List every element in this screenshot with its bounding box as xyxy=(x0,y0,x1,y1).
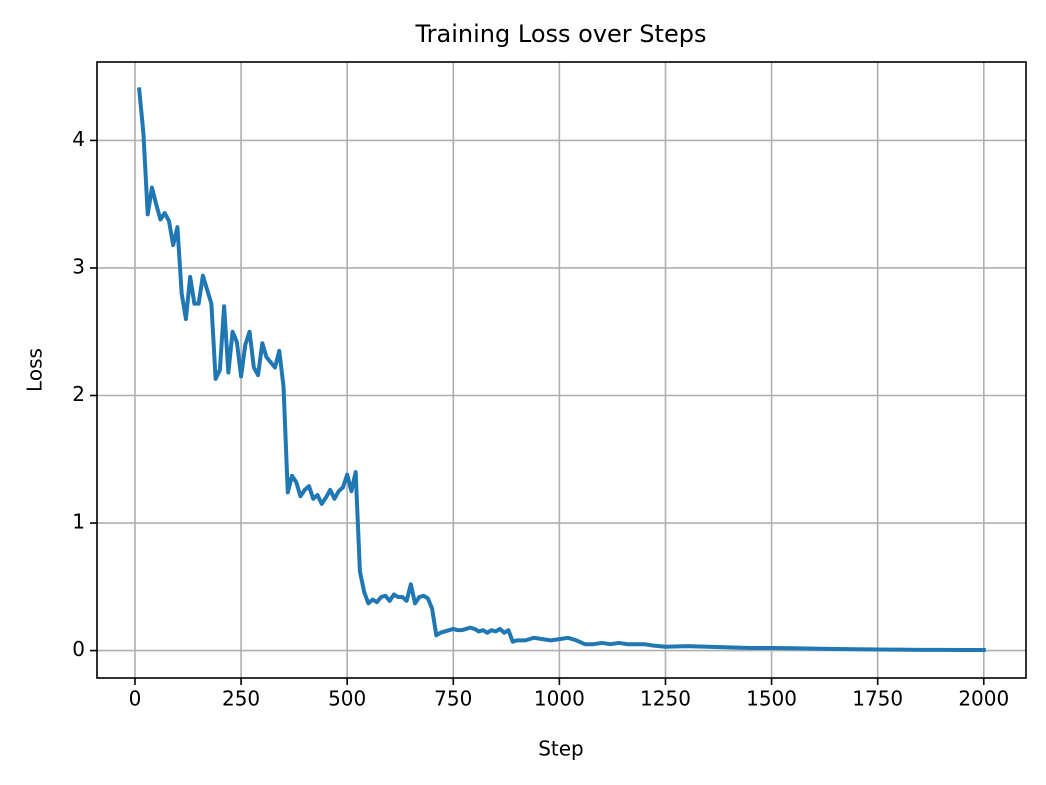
y-tick-label: 1 xyxy=(72,510,85,534)
plot-frame xyxy=(96,61,1027,679)
x-tick-label: 1750 xyxy=(852,687,903,711)
x-axis-label: Step xyxy=(538,737,584,761)
x-tick-label: 1250 xyxy=(640,687,691,711)
x-tick-label: 0 xyxy=(129,687,142,711)
y-tick-label: 4 xyxy=(72,127,85,151)
x-tick-label: 250 xyxy=(222,687,260,711)
x-tick-label: 750 xyxy=(434,687,472,711)
x-tick-label: 1000 xyxy=(534,687,585,711)
y-axis-label: Loss xyxy=(23,348,47,392)
line-series xyxy=(137,87,986,652)
x-tick-label: 1500 xyxy=(746,687,797,711)
y-tick-label: 0 xyxy=(72,637,85,661)
y-tick-label: 2 xyxy=(72,382,85,406)
chart-title: Training Loss over Steps xyxy=(415,20,707,48)
y-tick-label: 3 xyxy=(72,254,85,278)
x-tick-label: 2000 xyxy=(958,687,1009,711)
x-tick-label: 500 xyxy=(328,687,366,711)
